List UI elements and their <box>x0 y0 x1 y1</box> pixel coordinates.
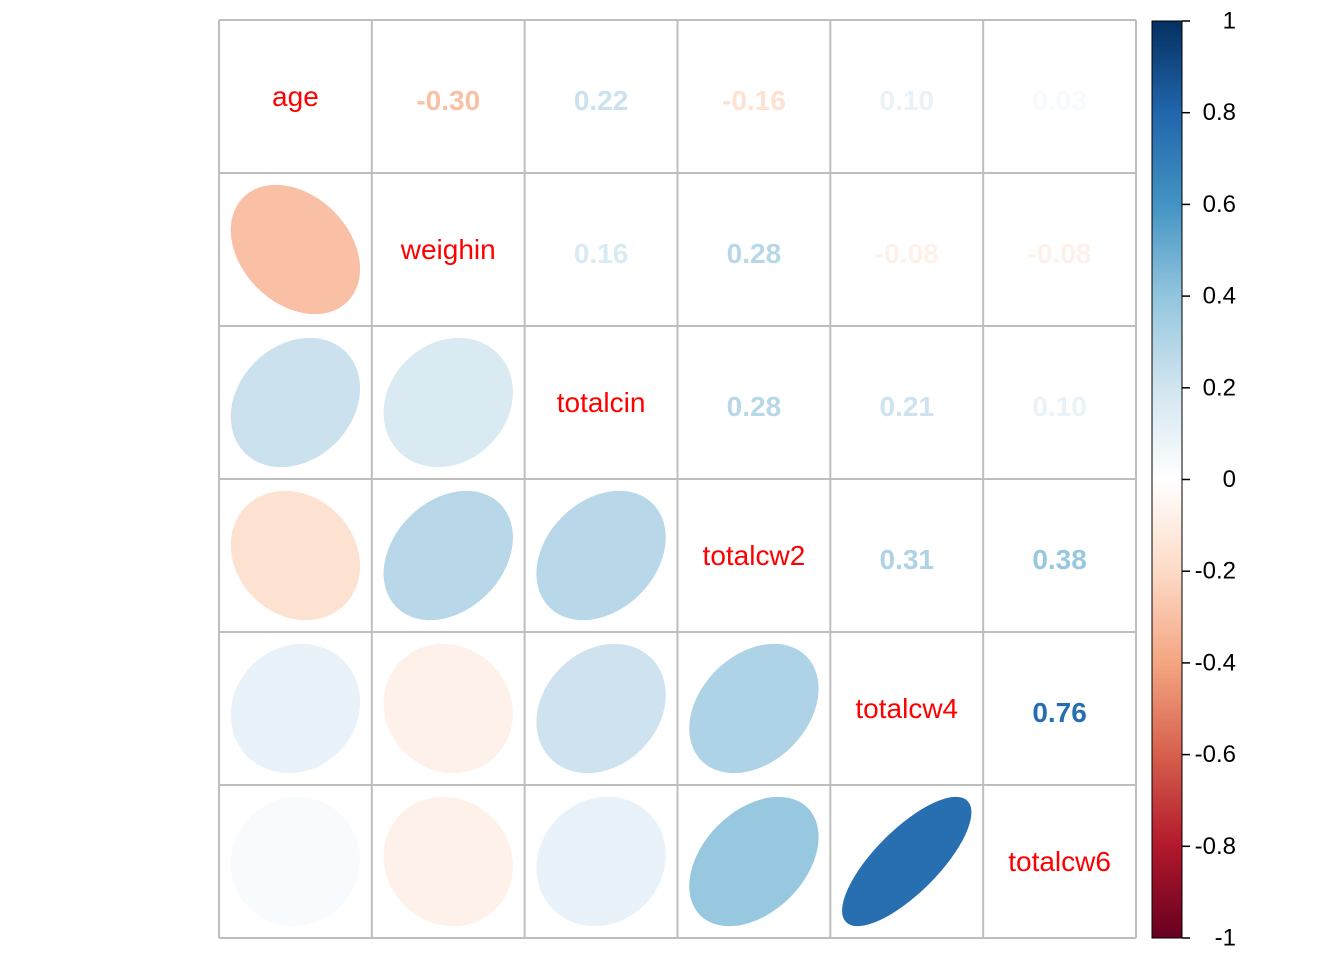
ellipse-totalcin-weighin <box>383 337 513 468</box>
colorbar-tick-label: -0.6 <box>1195 741 1236 768</box>
variable-label-age: age <box>272 81 319 112</box>
variable-label-totalcin: totalcin <box>557 387 646 418</box>
ellipse-totalcw6-age <box>230 796 361 927</box>
ellipse-totalcw2-age <box>230 490 361 621</box>
ellipse-totalcw4-totalcin <box>536 643 666 774</box>
ellipse-totalcw6-totalcw4 <box>842 796 972 927</box>
colorbar-gradient <box>1152 21 1182 938</box>
coefficient-age-weighin: -0.30 <box>416 85 480 116</box>
ellipse-totalcw4-age <box>230 643 361 774</box>
ellipse-totalcw6-totalcin <box>536 796 666 927</box>
colorbar-tick-label: 0.6 <box>1203 191 1236 218</box>
ellipse-totalcw4-totalcw2 <box>689 643 819 774</box>
colorbar-tick-label: 0.2 <box>1203 374 1236 401</box>
colorbar-tick-label: -1 <box>1215 925 1236 952</box>
variable-label-totalcw4: totalcw4 <box>855 693 958 724</box>
colorbar-tick-label: -0.8 <box>1195 833 1236 860</box>
coefficient-totalcw4-totalcw6: 0.76 <box>1032 697 1087 728</box>
coefficient-age-totalcw4: 0.10 <box>880 85 935 116</box>
ellipse-totalcw4-weighin <box>383 643 513 774</box>
colorbar-tick-label: -0.4 <box>1195 649 1236 676</box>
colorbar-tick-label: 0.4 <box>1203 283 1236 310</box>
coefficient-totalcw2-totalcw4: 0.31 <box>880 544 935 575</box>
coefficient-weighin-totalcw4: -0.08 <box>875 238 939 269</box>
coefficient-age-totalcw6: 0.03 <box>1032 85 1087 116</box>
coefficient-weighin-totalcin: 0.16 <box>574 238 629 269</box>
matrix-cells: age -0.30 0.22 -0.16 0.10 0.03 weighin 0.16 0.28… <box>230 81 1111 927</box>
matrix-grid <box>218 19 1137 939</box>
coefficient-age-totalcw2: -0.16 <box>722 85 786 116</box>
ellipse-totalcin-age <box>230 337 361 468</box>
colorbar-tick-label: 0.8 <box>1203 99 1236 126</box>
coefficient-totalcw2-totalcw6: 0.38 <box>1032 544 1087 575</box>
ellipse-totalcw6-weighin <box>383 796 513 927</box>
coefficient-totalcin-totalcw4: 0.21 <box>880 391 935 422</box>
coefficient-weighin-totalcw2: 0.28 <box>727 238 782 269</box>
variable-label-weighin: weighin <box>400 234 496 265</box>
ellipse-totalcw6-totalcw2 <box>689 796 819 927</box>
coefficient-age-totalcin: 0.22 <box>574 85 629 116</box>
coefficient-totalcin-totalcw2: 0.28 <box>727 391 782 422</box>
colorbar-tick-label: -0.2 <box>1195 558 1236 585</box>
variable-label-totalcw2: totalcw2 <box>703 540 806 571</box>
variable-label-totalcw6: totalcw6 <box>1008 846 1111 877</box>
colorbar-legend: 1 0.8 0.6 0.4 0.2 0 -0.2 -0.4 -0.6 -0.8 -1 <box>1151 8 1236 952</box>
ellipse-weighin-age <box>230 184 361 315</box>
colorbar-tick-label: 1 <box>1223 8 1236 35</box>
ellipse-totalcw2-weighin <box>383 490 513 621</box>
colorbar-tick-label: 0 <box>1223 466 1236 493</box>
coefficient-totalcin-totalcw6: 0.10 <box>1032 391 1087 422</box>
ellipse-totalcw2-totalcin <box>536 490 666 621</box>
coefficient-weighin-totalcw6: -0.08 <box>1028 238 1092 269</box>
